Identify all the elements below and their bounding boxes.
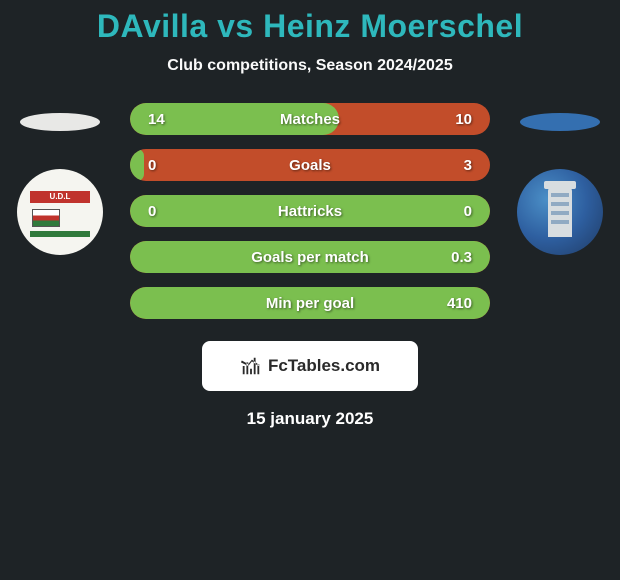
stat-right-value: 3 xyxy=(464,157,472,174)
date-text: 15 january 2025 xyxy=(0,409,620,429)
stat-bar: 14 Matches 10 xyxy=(130,103,490,135)
watermark-badge: FcTables.com xyxy=(202,341,418,391)
left-club-crest: U.D.L xyxy=(17,169,103,255)
right-player-column xyxy=(510,103,610,255)
stat-label: Matches xyxy=(280,111,340,128)
left-crest-badge-text: U.D.L xyxy=(30,191,90,203)
right-club-crest xyxy=(517,169,603,255)
stat-left-value: 14 xyxy=(148,111,165,128)
stat-bar: 0 Hattricks 0 xyxy=(130,195,490,227)
page-title: DAvilla vs Heinz Moerschel xyxy=(0,8,620,45)
chart-icon xyxy=(240,355,262,377)
stat-right-value: 10 xyxy=(455,111,472,128)
watermark-text: FcTables.com xyxy=(268,356,380,376)
stat-label: Goals per match xyxy=(251,249,369,266)
subtitle: Club competitions, Season 2024/2025 xyxy=(0,57,620,75)
stat-right-value: 0.3 xyxy=(451,249,472,266)
left-player-column: U.D.L xyxy=(10,103,110,255)
comparison-area: U.D.L 14 Matches 10 0 Goals 3 0 Hattricks 0 Goals… xyxy=(0,103,620,319)
stat-bar: Goals per match 0.3 xyxy=(130,241,490,273)
stat-bar-fill xyxy=(130,149,144,181)
stat-bar: Min per goal 410 xyxy=(130,287,490,319)
right-oval-marker xyxy=(520,113,600,131)
stat-label: Min per goal xyxy=(266,295,354,312)
stat-label: Goals xyxy=(289,157,331,174)
stat-right-value: 0 xyxy=(464,203,472,220)
stat-right-value: 410 xyxy=(447,295,472,312)
left-oval-marker xyxy=(20,113,100,131)
stat-left-value: 0 xyxy=(148,157,156,174)
stat-left-value: 0 xyxy=(148,203,156,220)
stat-bar: 0 Goals 3 xyxy=(130,149,490,181)
stats-list: 14 Matches 10 0 Goals 3 0 Hattricks 0 Goals per m… xyxy=(130,103,490,319)
stat-label: Hattricks xyxy=(278,203,342,220)
